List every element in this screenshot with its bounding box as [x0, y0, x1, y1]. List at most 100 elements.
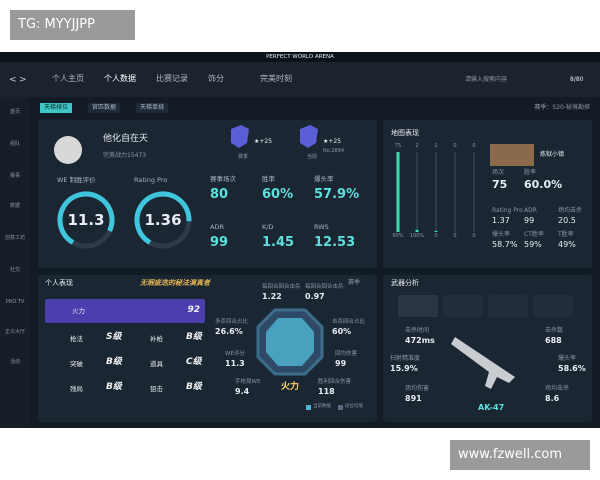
map-stat-value: 59%: [524, 240, 542, 249]
weapon-image: [451, 337, 515, 389]
weapon-stat-value: 8.6: [545, 394, 560, 403]
map-stat-value: 49%: [558, 240, 576, 249]
weapon-thumb[interactable]: [533, 295, 573, 317]
badge-caption: 当前: [307, 154, 318, 160]
badge-stars: ★+25: [254, 138, 273, 145]
perf-stat-value: 9.4: [235, 387, 250, 396]
tab[interactable]: 官匹数据: [88, 103, 121, 113]
perf-stat-label: 击杀回合占比: [332, 319, 366, 325]
grade-name: 道具: [150, 360, 163, 368]
weapon-thumb[interactable]: [443, 295, 483, 317]
nav-item[interactable]: 比赛记录: [156, 74, 188, 83]
nav-item[interactable]: 完美时刻: [260, 74, 292, 83]
rank-badge: [300, 125, 318, 148]
bar-count: 2: [415, 143, 419, 149]
hexagon-label: 火力: [280, 382, 300, 392]
rank-badge: [231, 125, 249, 148]
map-bar: [396, 152, 400, 232]
map-bar: [434, 230, 438, 232]
perf-stat-label: 多杀回合占比: [215, 319, 249, 325]
player-name: 他化自在天: [103, 134, 149, 144]
search-box[interactable]: 请输入搜索内容: [465, 76, 508, 83]
tab[interactable]: 天梯排位: [40, 103, 73, 113]
stat-value: 57.9%: [314, 187, 360, 202]
map-select[interactable]: 炼狱小镇: [540, 151, 565, 158]
badge-stars: ★+25: [323, 138, 342, 145]
sidebar-item[interactable]: 活动: [9, 359, 21, 365]
weapon-thumb[interactable]: [488, 295, 528, 317]
app-title: PERFECT WORLD ARENA: [266, 54, 334, 60]
main-ability-bar: [45, 299, 205, 323]
watermark: TG: MYYJJPP: [10, 10, 135, 40]
map-thumbnail: [490, 144, 534, 166]
sidebar-item[interactable]: PRO TV: [5, 299, 25, 305]
bar-track: [473, 152, 475, 232]
map-stat-value: 58.7%: [492, 240, 518, 249]
grade-name: 狙击: [150, 385, 163, 393]
map-stat-label: CT胜率: [524, 231, 544, 238]
legend-label: 段位均值: [345, 404, 363, 409]
gauge-arc: [57, 191, 115, 249]
avatar: [54, 136, 82, 164]
nav-item[interactable]: 饰分: [208, 74, 224, 83]
sidebar-item[interactable]: 创意工坊: [4, 235, 26, 241]
currency: 8/80: [570, 76, 584, 83]
map-stat-label: 爆头率: [492, 231, 511, 238]
sidebar: [0, 97, 30, 428]
stat-value: 99: [210, 235, 229, 250]
bar-count: 1: [434, 143, 438, 149]
weapon-thumb[interactable]: [398, 295, 438, 317]
sidebar-item[interactable]: 赛事: [9, 173, 21, 179]
season-select[interactable]: 赛季：S20-秘境勘探: [534, 104, 590, 111]
stat-label: RWS: [314, 223, 329, 231]
tab[interactable]: 天梯单挑: [136, 103, 169, 113]
perf-stat-label: 胜利回合伤害: [318, 379, 352, 385]
weapon-stat-value: 688: [545, 336, 562, 345]
weapon-stat-label: 扫射精准度: [390, 355, 421, 362]
weapon-stat-value: 58.6%: [558, 364, 586, 373]
bar-win-rate: 0: [434, 233, 438, 239]
season-select[interactable]: 赛季: [348, 279, 361, 286]
stat-label: K/D: [262, 223, 274, 231]
sidebar-item[interactable]: 数据: [9, 203, 21, 209]
map-stat-label: Rating Pro: [492, 207, 523, 214]
map-bar: [415, 229, 419, 232]
grade-name: 补枪: [150, 335, 163, 343]
weapon-stat-value: 891: [405, 394, 422, 403]
perf-stat-label: 每回合回合击杀: [262, 284, 301, 290]
perf-stat-value: 26.6%: [215, 327, 243, 336]
nav-bar: [0, 62, 600, 97]
sidebar-item[interactable]: 首页: [9, 109, 21, 115]
map-bars: [396, 152, 475, 232]
sidebar-item[interactable]: 正义大厅: [4, 329, 26, 335]
grade-value: B级: [186, 382, 202, 392]
badge-caption: 赛季: [238, 154, 249, 160]
badge-rank: No.2894: [323, 148, 345, 154]
perf-stat-value: 0.97: [305, 292, 325, 301]
weapon-stat-label: 场均伤害: [405, 385, 430, 392]
ability-name: 火力: [72, 307, 85, 315]
sidebar-item[interactable]: 社交: [9, 267, 21, 273]
stat-label: 赛事场次: [210, 175, 236, 183]
perf-stat-value: 118: [318, 387, 335, 396]
stat-value: 12.53: [314, 235, 356, 250]
nav-forward[interactable]: >: [19, 75, 27, 85]
weapon-name: AK-47: [478, 403, 505, 412]
legend-swatch: [306, 405, 311, 410]
gauge-arc: [134, 191, 192, 249]
perf-stat-value: 11.3: [225, 359, 245, 368]
footer-watermark: www.fzwell.com: [450, 440, 590, 470]
perf-stat-label: 手枪局WE: [235, 379, 261, 385]
perf-stat-value: 1.22: [262, 292, 282, 301]
sidebar-item[interactable]: 组队: [9, 141, 21, 147]
bar-win-rate: 60%: [392, 233, 404, 239]
legend-label: 当前数据: [313, 404, 331, 409]
map-stat-label: 场均击杀: [558, 207, 583, 214]
title-bar: [0, 52, 600, 62]
nav-item[interactable]: 个人主页: [52, 74, 84, 83]
nav-back[interactable]: <: [9, 75, 17, 85]
decorations: < >: [9, 75, 573, 410]
nav-item[interactable]: 个人数据: [104, 74, 136, 83]
panel-title: 个人表现: [45, 279, 73, 287]
